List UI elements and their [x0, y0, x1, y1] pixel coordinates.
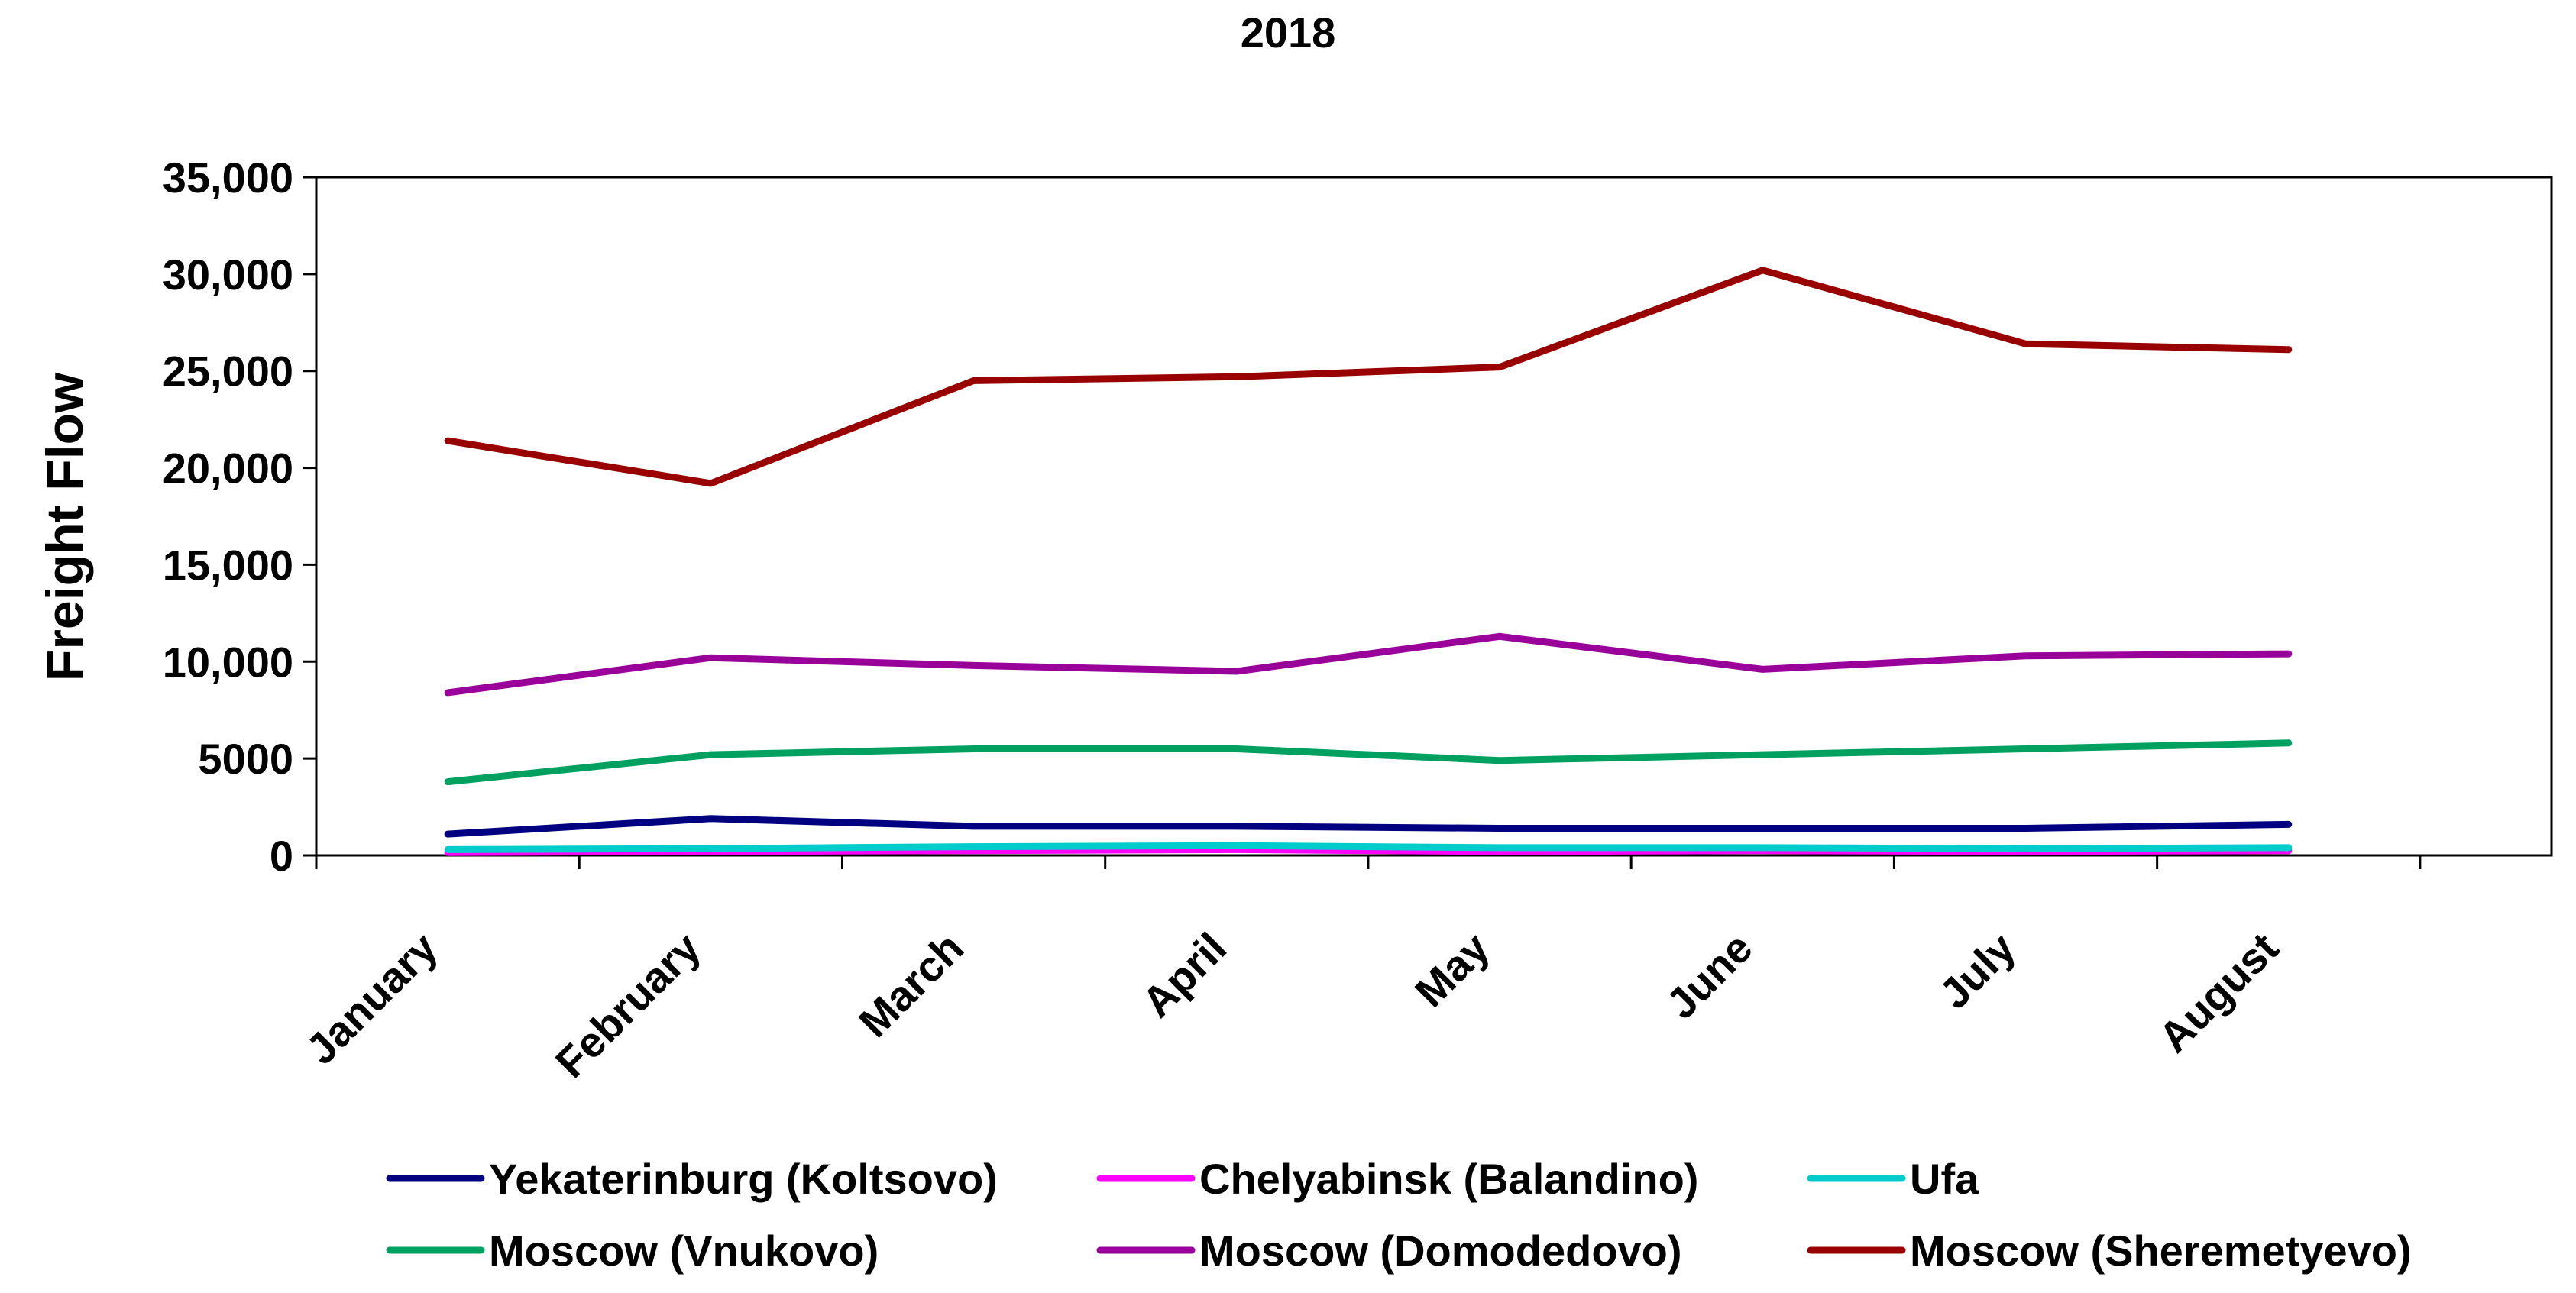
y-tick-label: 0	[270, 832, 293, 880]
x-tick-label: February	[546, 923, 710, 1087]
series-line-5	[444, 267, 2293, 487]
y-axis-label: Freight Flow	[36, 372, 94, 681]
legend-label: Moscow (Domodedovo)	[1199, 1227, 1682, 1275]
series-line-2	[444, 842, 2293, 853]
series-line-3	[444, 739, 2293, 786]
x-tick-label: April	[1133, 923, 1236, 1026]
chart-title: 2018	[1241, 8, 1336, 57]
x-tick-label: June	[1657, 923, 1762, 1028]
legend-label: Moscow (Sheremetyevo)	[1910, 1227, 2412, 1275]
y-tick-label: 5000	[198, 735, 293, 783]
legend-label: Chelyabinsk (Balandino)	[1199, 1155, 1698, 1203]
y-tick-label: 15,000	[163, 541, 293, 589]
y-tick-label: 10,000	[163, 638, 293, 686]
legend-label: Yekaterinburg (Koltsovo)	[489, 1155, 998, 1203]
x-tick-label: August	[2149, 923, 2287, 1062]
series-line-0	[444, 815, 2293, 838]
legend-label: Ufa	[1910, 1155, 1979, 1203]
legend-label: Moscow (Vnukovo)	[489, 1227, 879, 1275]
plot-area	[315, 176, 2553, 857]
x-tick-label: May	[1406, 923, 1499, 1017]
y-tick-label: 20,000	[163, 444, 293, 493]
y-tick-label: 25,000	[163, 347, 293, 396]
series-line-4	[444, 632, 2293, 697]
x-tick-label: January	[296, 923, 446, 1073]
y-tick-label: 30,000	[163, 251, 293, 299]
y-tick-label: 35,000	[163, 154, 293, 202]
x-tick-label: July	[1930, 923, 2024, 1018]
x-tick-label: March	[849, 923, 972, 1046]
